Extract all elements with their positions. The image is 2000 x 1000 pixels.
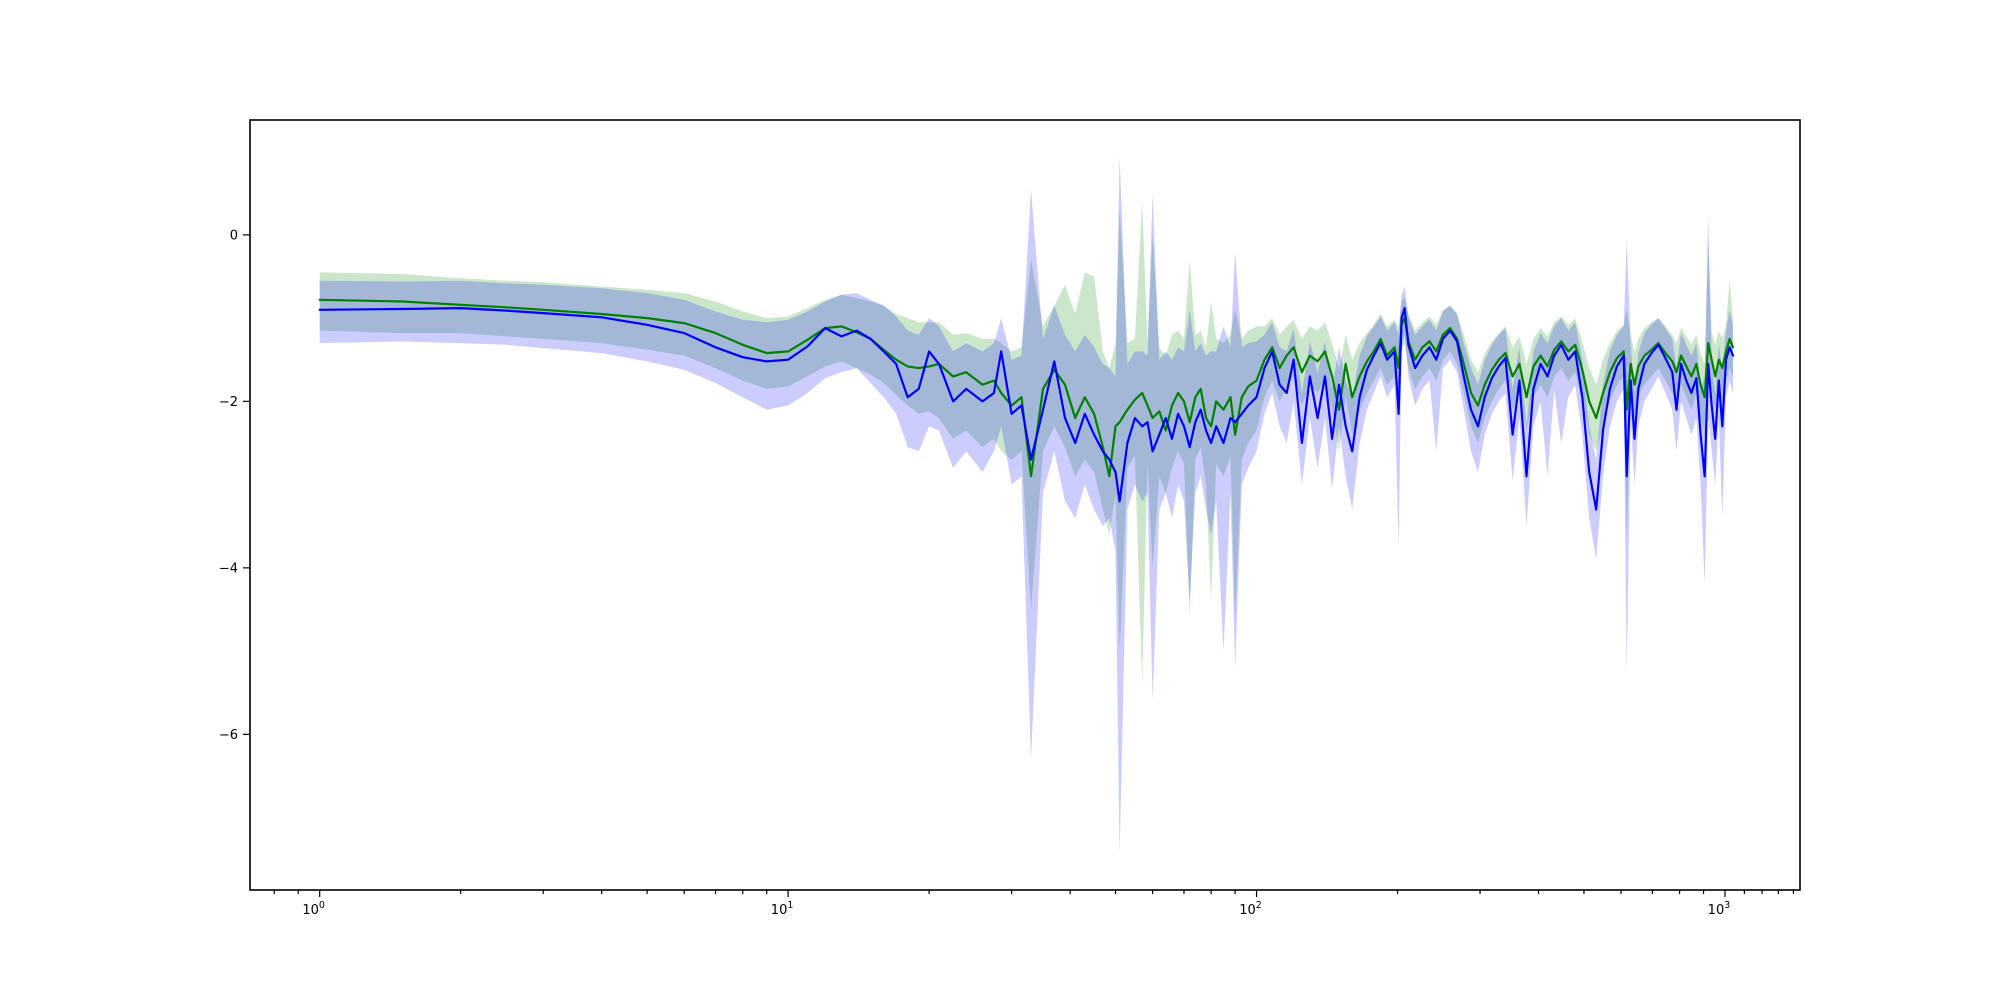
y-axis-tick-label: −6 (219, 728, 238, 743)
x-axis-tick-label: 102 (1239, 900, 1262, 918)
confidence-band-blue-series (319, 155, 1734, 856)
axes (243, 119, 1801, 897)
plot-border (249, 119, 1801, 891)
tick-labels: 100 101 102 103 0 −2 −4 −6 (219, 228, 1730, 918)
x-axis-tick-label: 103 (1708, 900, 1731, 918)
x-axis-tick-label: 101 (771, 900, 794, 918)
series-line-green-series (318, 298, 1735, 478)
y-axis-tick-label: 0 (230, 228, 238, 243)
y-axis-tick-label: −2 (219, 395, 238, 410)
y-axis-tick-label: −4 (219, 561, 238, 576)
series-lines (318, 298, 1735, 511)
confidence-bands (319, 155, 1734, 856)
series-line-blue-series (318, 307, 1735, 511)
x-axis-tick-label: 100 (302, 900, 325, 918)
